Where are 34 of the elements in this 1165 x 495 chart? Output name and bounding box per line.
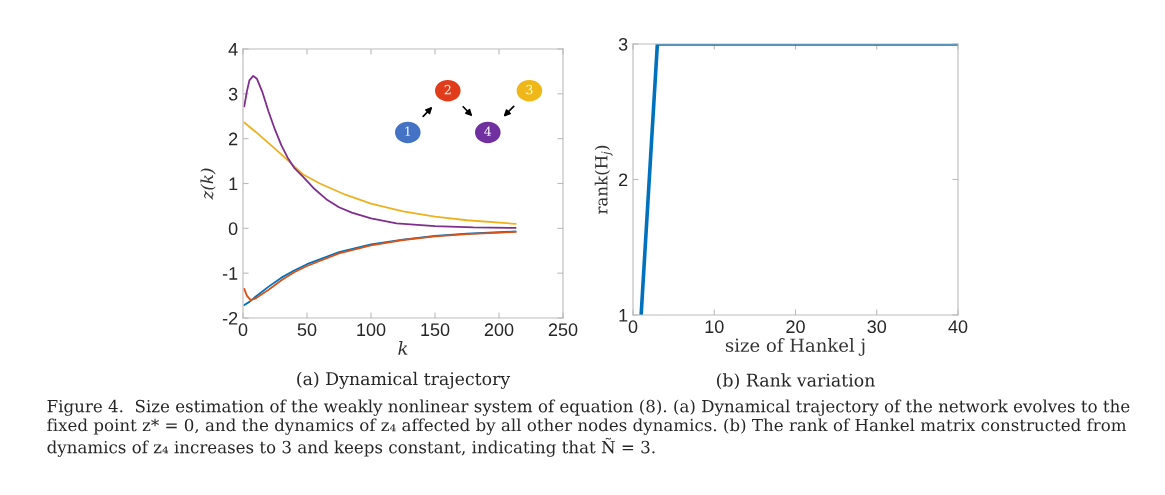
- y-axis-title: z(k): [200, 168, 216, 200]
- x-tick-label: 20: [786, 320, 805, 334]
- x-tick-label: 10: [705, 320, 724, 334]
- y-tick-label: 1: [619, 309, 628, 322]
- x-tick-label: 50: [297, 323, 317, 337]
- y-axis-title: rank(H$_{j}$): [594, 145, 613, 214]
- y-tick-label: 2: [229, 132, 238, 146]
- y-tick-label: -2: [222, 311, 238, 325]
- annotation: 2: [444, 84, 451, 95]
- x-tick-label: 40: [948, 320, 968, 334]
- y-tick-label: 2: [619, 173, 628, 187]
- x-tick-label: 200: [484, 323, 514, 337]
- x-tick-label: 100: [357, 323, 386, 337]
- y-tick-label: 4: [228, 43, 238, 56]
- x-tick-label: 0: [238, 323, 248, 337]
- x-axis-title: size of Hankel j: [725, 338, 865, 356]
- x-axis-title: k: [398, 341, 408, 355]
- line-series: [243, 74, 517, 229]
- y-tick-label: 1: [229, 177, 238, 191]
- y-tick-label: 3: [228, 87, 238, 101]
- caption: Figure 4. Size estimation of the weakly nonlinear system of equation (8). (a) Dynamical trajectory of the network evolves to the fixed point z* = 0, and the dynamics of z₄ affected by all other nodes dynamics. (b) The rank of Hankel matrix constructed from dynamics of z₄ increases to 3 and keeps constant, indicating that Ñ = 3.: [47, 399, 1130, 457]
- y-tick-label: 0: [228, 222, 238, 236]
- y-tick-label: 3: [618, 37, 628, 51]
- y-tick-label: -1: [222, 267, 238, 280]
- annotation: 4: [484, 126, 492, 136]
- x-tick-label: 30: [867, 320, 887, 334]
- x-tick-label: 150: [421, 323, 450, 337]
- x-tick-label: 250: [548, 323, 578, 337]
- text: (b) Rank variation: [717, 373, 875, 390]
- x-tick-label: 0: [628, 320, 638, 334]
- text: (a) Dynamical trajectory: [297, 371, 511, 389]
- annotation: 1: [405, 126, 410, 136]
- annotation: 3: [526, 84, 533, 95]
- line-series: [243, 121, 517, 225]
